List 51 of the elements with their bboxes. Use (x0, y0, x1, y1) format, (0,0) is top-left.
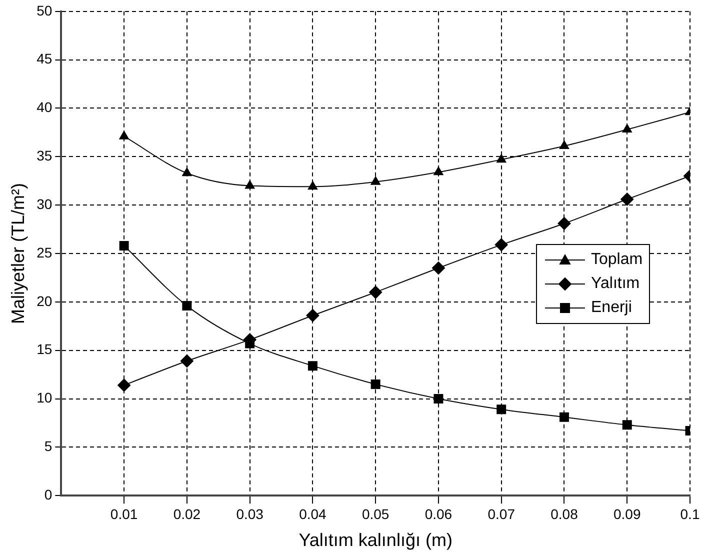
point (119, 241, 129, 250)
y-tick-label: 35 (36, 148, 52, 164)
point (494, 238, 508, 252)
point (559, 140, 570, 150)
y-tick-label: 20 (36, 292, 52, 309)
point (496, 154, 506, 163)
point (370, 176, 380, 185)
point (306, 308, 320, 322)
x-axis-title: Yalıtım kalınlığı (m) (298, 530, 452, 550)
x-tick-label: 0.02 (173, 506, 201, 522)
point (558, 216, 571, 230)
point (496, 404, 506, 414)
y-tick-label: 10 (36, 390, 52, 406)
point (308, 361, 318, 371)
y-axis-title: Maliyetler (TL/m²) (8, 182, 28, 324)
legend-label: Yalıtım (591, 274, 640, 294)
x-tick-label: 0.07 (488, 506, 516, 522)
point (370, 379, 380, 389)
y-tick-label: 25 (36, 244, 52, 260)
point (119, 130, 129, 140)
x-tick-label: 0.06 (424, 506, 452, 522)
y-tick-label: 5 (44, 438, 52, 454)
x-tick-label: 0.05 (362, 506, 390, 522)
point (182, 301, 192, 311)
x-tick-label: 0.09 (613, 506, 641, 522)
y-tick-label: 30 (36, 196, 52, 212)
x-tick-label: 0.08 (550, 506, 578, 522)
point (369, 286, 382, 299)
y-tick-label: 15 (36, 341, 52, 358)
point (434, 394, 444, 404)
x-tick-label: 0.03 (236, 506, 264, 522)
legend-label: Enerji (591, 298, 632, 318)
x-tick-label: 0.04 (299, 506, 327, 522)
legend-label: Toplam (591, 250, 643, 270)
y-tick-label: 40 (36, 99, 52, 116)
point (432, 262, 445, 275)
point (182, 168, 192, 176)
point (180, 354, 194, 368)
point (434, 166, 444, 176)
point (620, 192, 634, 206)
y-tick-label: 50 (36, 2, 52, 18)
point (622, 420, 632, 430)
x-tick-label: 0.1 (680, 506, 700, 522)
y-tick-label: 0 (44, 486, 52, 502)
point (118, 378, 131, 392)
y-tick-label: 45 (36, 50, 52, 67)
point (244, 180, 255, 189)
point (308, 181, 318, 190)
x-tick-label: 0.01 (110, 506, 138, 522)
point (622, 124, 632, 133)
point (559, 412, 569, 422)
